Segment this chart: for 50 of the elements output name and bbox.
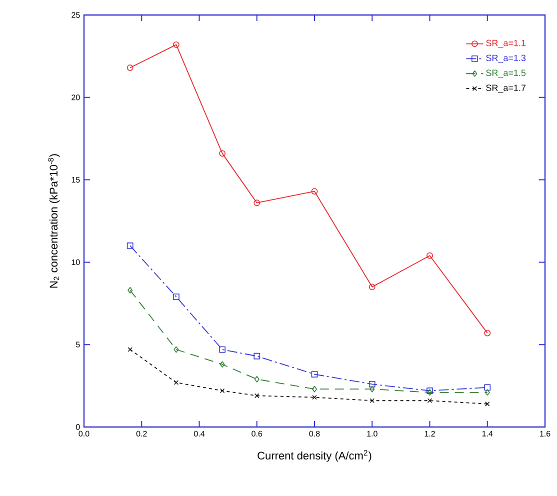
x-tick-label: 1.6: [540, 430, 550, 437]
x-tick-label: 0.0: [78, 430, 90, 437]
point: [311, 371, 318, 378]
point: [312, 386, 318, 392]
point: [219, 346, 226, 353]
point: [312, 394, 317, 400]
point: [484, 389, 490, 396]
x-axis-title: Current density (A/cm$^{2}$): [258, 450, 372, 462]
point: [370, 398, 375, 404]
y-tick-label: 0: [76, 424, 80, 430]
legend-label: SR_a=1.3: [486, 54, 526, 63]
point: [484, 384, 491, 391]
point: [173, 294, 180, 300]
point: [128, 347, 132, 352]
point: [254, 200, 260, 206]
point: [219, 150, 226, 157]
point: [427, 398, 432, 404]
point: [368, 284, 376, 290]
legend-label: SR_a=1.5: [486, 70, 526, 78]
point: [220, 388, 225, 394]
x-tick-label: 1.4: [482, 430, 493, 436]
x-tick-label: 0.4: [194, 430, 205, 437]
y-tick-label: 10: [72, 259, 80, 266]
y-tick-label: 15: [72, 177, 80, 183]
point: [254, 376, 260, 382]
x-tick-label: 1.0: [367, 430, 378, 437]
point: [174, 346, 179, 353]
y-tick-label: 25: [72, 12, 80, 18]
x-tick-label: 1.2: [424, 430, 435, 436]
point: [254, 352, 260, 360]
point: [128, 287, 133, 294]
point: [174, 380, 179, 385]
point: [254, 393, 260, 398]
point: [485, 402, 490, 406]
y-axis-title: N$_{2}$ concentration (kPa*10$^{-8}$): [48, 154, 60, 288]
legend-label: SR_a=1.7: [486, 84, 526, 93]
y-tick-label: 20: [72, 94, 80, 100]
x-tick-label: 0.6: [252, 430, 262, 437]
legend-label: SR_a=1.1: [486, 40, 526, 48]
x-tick-label: 0.2: [136, 430, 147, 437]
x-tick-label: 0.8: [309, 430, 320, 437]
point: [173, 41, 180, 48]
y-tick-label: 5: [76, 342, 80, 348]
point: [220, 361, 225, 368]
point: [126, 64, 134, 71]
point: [370, 386, 375, 392]
point: [126, 242, 134, 249]
point: [426, 252, 433, 259]
point: [311, 188, 318, 195]
point: [368, 380, 376, 388]
